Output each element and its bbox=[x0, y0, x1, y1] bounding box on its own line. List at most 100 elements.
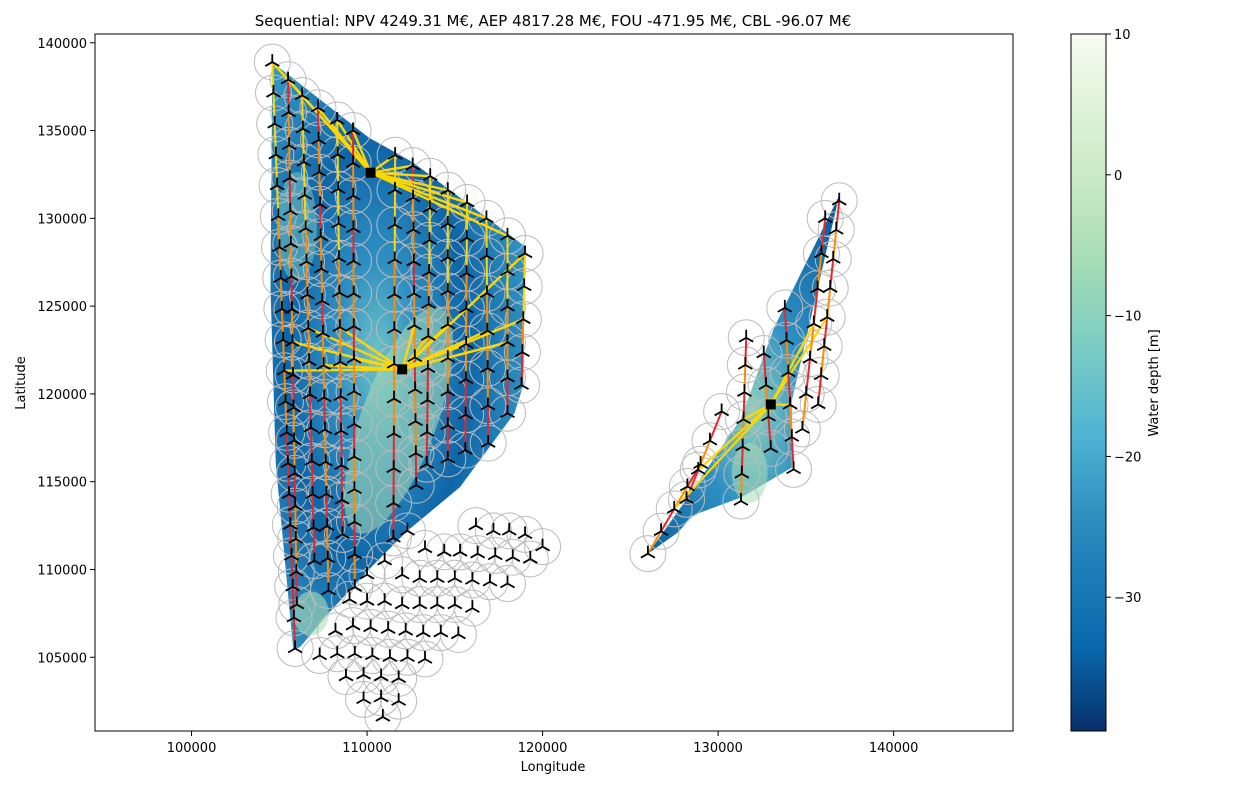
turbine-marker bbox=[317, 421, 333, 435]
turbine-marker bbox=[373, 668, 389, 682]
turbine-marker bbox=[806, 315, 822, 329]
turbine-marker bbox=[304, 453, 320, 466]
turbine-marker bbox=[312, 196, 328, 210]
turbine-marker bbox=[330, 181, 346, 194]
turbine-footprint bbox=[406, 640, 444, 678]
turbine-marker bbox=[406, 253, 422, 267]
turbine-marker bbox=[329, 112, 345, 125]
turbine-marker bbox=[679, 478, 695, 492]
turbine-marker bbox=[447, 596, 463, 610]
cable-segment bbox=[369, 171, 509, 238]
turbine-marker bbox=[282, 170, 298, 183]
colorbar-tick-label: 0 bbox=[1114, 169, 1122, 184]
turbine-marker bbox=[373, 689, 389, 703]
turbine-marker bbox=[802, 350, 818, 364]
turbine-marker bbox=[479, 322, 495, 336]
turbine-footprint bbox=[682, 445, 720, 483]
turbine-marker bbox=[679, 491, 694, 505]
turbine-marker bbox=[517, 526, 533, 540]
turbine-marker bbox=[264, 54, 280, 67]
turbine-marker bbox=[459, 194, 475, 208]
turbine-marker bbox=[269, 177, 285, 191]
turbine-marker bbox=[287, 498, 303, 511]
turbine-marker bbox=[733, 493, 749, 506]
turbine-marker bbox=[817, 210, 833, 224]
turbine-marker bbox=[329, 645, 345, 659]
turbine-marker bbox=[440, 215, 456, 229]
turbine-marker bbox=[356, 666, 372, 680]
turbine-marker bbox=[421, 296, 437, 309]
turbine-marker bbox=[286, 432, 302, 446]
y-tick-label: 135000 bbox=[37, 125, 87, 140]
east-field-region bbox=[647, 195, 840, 554]
turbine-footprint bbox=[805, 327, 843, 365]
turbine-marker bbox=[278, 393, 293, 407]
turbine-marker bbox=[500, 369, 515, 383]
turbine-marker bbox=[377, 552, 393, 566]
turbine-marker bbox=[346, 383, 362, 397]
colorbar-gradient bbox=[1070, 33, 1107, 732]
turbine-marker bbox=[313, 260, 329, 274]
turbine-marker bbox=[440, 282, 456, 296]
turbine-marker bbox=[452, 543, 468, 557]
chart-title: Sequential: NPV 4249.31 M€, AEP 4817.28 … bbox=[255, 12, 852, 30]
x-tick-label: 140000 bbox=[869, 741, 919, 756]
turbine-marker bbox=[415, 624, 431, 638]
turbine-marker bbox=[347, 513, 362, 527]
turbine-marker bbox=[310, 99, 326, 113]
turbine-marker bbox=[735, 438, 751, 452]
cable-segment bbox=[351, 129, 372, 174]
turbine-marker bbox=[478, 210, 494, 224]
turbine-marker bbox=[480, 360, 496, 373]
turbine-marker bbox=[784, 429, 800, 442]
turbine-footprint bbox=[301, 637, 339, 675]
y-tick-label: 115000 bbox=[37, 476, 87, 491]
turbine-marker bbox=[363, 619, 379, 633]
turbine-marker bbox=[447, 570, 463, 584]
turbine-footprint bbox=[795, 305, 833, 343]
turbine-marker bbox=[440, 316, 456, 330]
y-tick-label: 140000 bbox=[37, 37, 87, 52]
turbine-marker bbox=[346, 252, 361, 266]
cable-segment bbox=[316, 106, 372, 174]
turbine-footprint bbox=[642, 512, 680, 550]
turbine-marker bbox=[487, 547, 503, 561]
turbine-marker bbox=[458, 336, 474, 349]
turbine-marker bbox=[346, 481, 362, 495]
turbine-marker bbox=[346, 285, 362, 299]
turbine-marker bbox=[406, 285, 422, 299]
turbine-marker bbox=[288, 530, 304, 544]
y-axis-label: Latitude bbox=[14, 356, 29, 410]
plot-area bbox=[94, 33, 1014, 732]
turbine-marker bbox=[313, 228, 329, 242]
turbine-marker bbox=[813, 245, 829, 259]
turbine-marker bbox=[408, 477, 424, 490]
turbine-marker bbox=[468, 517, 484, 531]
turbine-footprint bbox=[453, 589, 491, 627]
turbine-marker bbox=[346, 448, 362, 462]
turbine-marker bbox=[346, 416, 362, 429]
turbine-marker bbox=[305, 486, 321, 500]
turbine-marker bbox=[283, 235, 299, 249]
turbine-marker bbox=[429, 570, 445, 584]
turbine-marker bbox=[298, 220, 314, 234]
x-tick-label: 130000 bbox=[693, 741, 743, 756]
turbine-footprint bbox=[783, 410, 821, 448]
turbine-footprint bbox=[524, 528, 562, 566]
turbine-marker bbox=[459, 265, 475, 279]
colorbar-ticks: 10 0 −10 −20 −30 bbox=[1106, 28, 1141, 606]
turbine-marker bbox=[714, 403, 730, 417]
turbine-marker bbox=[464, 600, 480, 613]
turbine-marker bbox=[301, 353, 317, 367]
turbine-marker bbox=[306, 519, 321, 533]
turbine-footprint bbox=[629, 535, 667, 573]
x-axis-ticks: 100000 110000 120000 130000 140000 bbox=[167, 731, 919, 756]
y-tick-label: 125000 bbox=[37, 300, 87, 315]
cable-segment bbox=[338, 325, 404, 371]
substation-markers bbox=[365, 167, 776, 410]
turbine-marker bbox=[780, 364, 796, 378]
turbine-marker bbox=[282, 202, 298, 216]
turbine-marker bbox=[286, 399, 302, 413]
turbine-marker bbox=[738, 329, 754, 343]
turbine-marker bbox=[422, 232, 437, 245]
